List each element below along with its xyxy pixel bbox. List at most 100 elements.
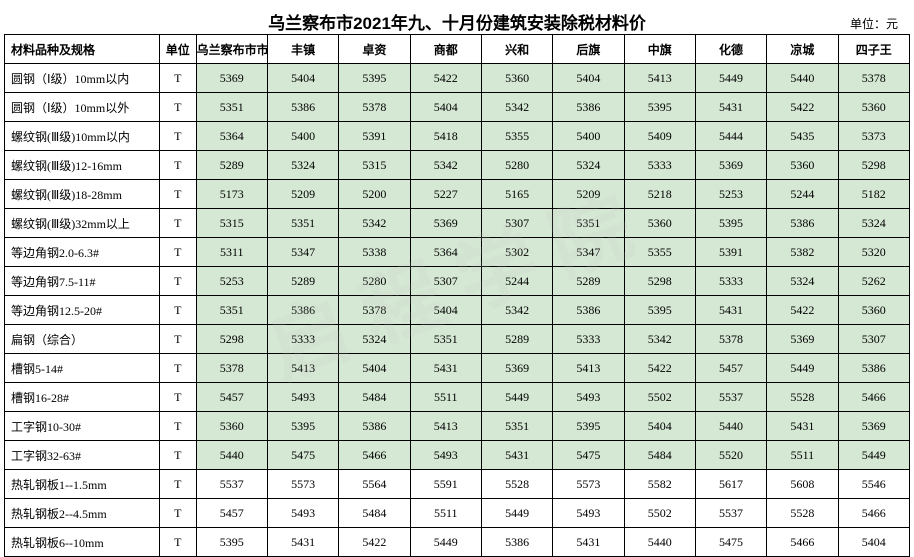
cell-price: 5386 bbox=[553, 93, 624, 122]
cell-price: 5528 bbox=[767, 383, 838, 412]
cell-material: 热轧钢板6--10mm bbox=[5, 528, 160, 557]
table-row: 热轧钢板1--1.5mmT553755735564559155285573558… bbox=[5, 470, 910, 499]
cell-price: 5378 bbox=[695, 325, 766, 354]
cell-price: 5333 bbox=[553, 325, 624, 354]
cell-price: 5351 bbox=[553, 209, 624, 238]
cell-price: 5351 bbox=[410, 325, 481, 354]
cell-unit: T bbox=[159, 441, 196, 470]
cell-price: 5466 bbox=[767, 528, 838, 557]
cell-price: 5400 bbox=[267, 122, 338, 151]
cell-price: 5466 bbox=[838, 499, 909, 528]
col-city-3: 商都 bbox=[410, 35, 481, 64]
cell-material: 等边角钢12.5-20# bbox=[5, 296, 160, 325]
cell-material: 槽钢16-28# bbox=[5, 383, 160, 412]
cell-material: 圆钢（Ⅰ级）10mm以外 bbox=[5, 93, 160, 122]
cell-unit: T bbox=[159, 122, 196, 151]
cell-price: 5262 bbox=[838, 267, 909, 296]
cell-material: 圆钢（Ⅰ级）10mm以内 bbox=[5, 64, 160, 93]
cell-price: 5298 bbox=[838, 151, 909, 180]
cell-price: 5364 bbox=[410, 238, 481, 267]
cell-price: 5404 bbox=[267, 64, 338, 93]
cell-unit: T bbox=[159, 412, 196, 441]
table-row: 槽钢5-14#T53785413540454315369541354225457… bbox=[5, 354, 910, 383]
cell-price: 5227 bbox=[410, 180, 481, 209]
cell-price: 5386 bbox=[553, 296, 624, 325]
cell-unit: T bbox=[159, 209, 196, 238]
col-city-7: 化德 bbox=[695, 35, 766, 64]
cell-price: 5422 bbox=[410, 64, 481, 93]
cell-unit: T bbox=[159, 499, 196, 528]
cell-unit: T bbox=[159, 296, 196, 325]
cell-price: 5333 bbox=[624, 151, 695, 180]
col-city-5: 后旗 bbox=[553, 35, 624, 64]
table-row: 扁钢（综合）T529853335324535152895333534253785… bbox=[5, 325, 910, 354]
cell-price: 5289 bbox=[196, 151, 267, 180]
cell-price: 5360 bbox=[481, 64, 552, 93]
cell-price: 5333 bbox=[267, 325, 338, 354]
cell-unit: T bbox=[159, 383, 196, 412]
cell-price: 5484 bbox=[624, 441, 695, 470]
cell-price: 5347 bbox=[267, 238, 338, 267]
cell-price: 5311 bbox=[196, 238, 267, 267]
cell-price: 5449 bbox=[838, 441, 909, 470]
table-row: 螺纹钢(Ⅲ级)18-28mmT5173520952005227516552095… bbox=[5, 180, 910, 209]
cell-price: 5324 bbox=[267, 151, 338, 180]
cell-price: 5457 bbox=[196, 383, 267, 412]
table-container: 材料品种及规格 单位 乌兰察布市市中心 丰镇 卓资 商都 兴和 后旗 中旗 化德… bbox=[0, 34, 914, 557]
cell-price: 5511 bbox=[410, 383, 481, 412]
cell-unit: T bbox=[159, 354, 196, 383]
cell-price: 5582 bbox=[624, 470, 695, 499]
cell-price: 5289 bbox=[267, 267, 338, 296]
cell-price: 5355 bbox=[624, 238, 695, 267]
cell-price: 5307 bbox=[481, 209, 552, 238]
cell-price: 5333 bbox=[695, 267, 766, 296]
cell-price: 5351 bbox=[196, 296, 267, 325]
cell-material: 等边角钢2.0-6.3# bbox=[5, 238, 160, 267]
cell-price: 5395 bbox=[339, 64, 410, 93]
cell-price: 5386 bbox=[481, 528, 552, 557]
cell-material: 等边角钢7.5-11# bbox=[5, 267, 160, 296]
cell-price: 5369 bbox=[695, 151, 766, 180]
cell-price: 5391 bbox=[339, 122, 410, 151]
cell-price: 5502 bbox=[624, 499, 695, 528]
cell-unit: T bbox=[159, 470, 196, 499]
cell-price: 5431 bbox=[695, 296, 766, 325]
cell-price: 5302 bbox=[481, 238, 552, 267]
cell-material: 槽钢5-14# bbox=[5, 354, 160, 383]
col-city-4: 兴和 bbox=[481, 35, 552, 64]
cell-unit: T bbox=[159, 180, 196, 209]
cell-price: 5209 bbox=[267, 180, 338, 209]
cell-price: 5395 bbox=[196, 528, 267, 557]
cell-price: 5395 bbox=[624, 93, 695, 122]
cell-price: 5493 bbox=[553, 499, 624, 528]
cell-price: 5386 bbox=[267, 93, 338, 122]
col-city-2: 卓资 bbox=[339, 35, 410, 64]
cell-price: 5200 bbox=[339, 180, 410, 209]
cell-price: 5351 bbox=[481, 412, 552, 441]
col-city-1: 丰镇 bbox=[267, 35, 338, 64]
cell-price: 5369 bbox=[196, 64, 267, 93]
cell-price: 5400 bbox=[553, 122, 624, 151]
cell-price: 5573 bbox=[553, 470, 624, 499]
cell-price: 5537 bbox=[196, 470, 267, 499]
table-row: 热轧钢板6--10mmT5395543154225449538654315440… bbox=[5, 528, 910, 557]
cell-price: 5315 bbox=[196, 209, 267, 238]
cell-unit: T bbox=[159, 528, 196, 557]
cell-price: 5440 bbox=[695, 412, 766, 441]
cell-price: 5209 bbox=[553, 180, 624, 209]
cell-price: 5440 bbox=[196, 441, 267, 470]
cell-price: 5395 bbox=[553, 412, 624, 441]
col-material: 材料品种及规格 bbox=[5, 35, 160, 64]
cell-material: 螺纹钢(Ⅲ级)12-16mm bbox=[5, 151, 160, 180]
table-row: 槽钢16-28#T5457549354845511544954935502553… bbox=[5, 383, 910, 412]
cell-price: 5573 bbox=[267, 470, 338, 499]
cell-price: 5360 bbox=[838, 93, 909, 122]
cell-material: 螺纹钢(Ⅲ级)32mm以上 bbox=[5, 209, 160, 238]
cell-price: 5360 bbox=[624, 209, 695, 238]
table-row: 等边角钢2.0-6.3#T531153475338536453025347535… bbox=[5, 238, 910, 267]
cell-unit: T bbox=[159, 238, 196, 267]
cell-price: 5378 bbox=[339, 296, 410, 325]
cell-price: 5475 bbox=[695, 528, 766, 557]
cell-price: 5431 bbox=[695, 93, 766, 122]
cell-price: 5386 bbox=[838, 354, 909, 383]
